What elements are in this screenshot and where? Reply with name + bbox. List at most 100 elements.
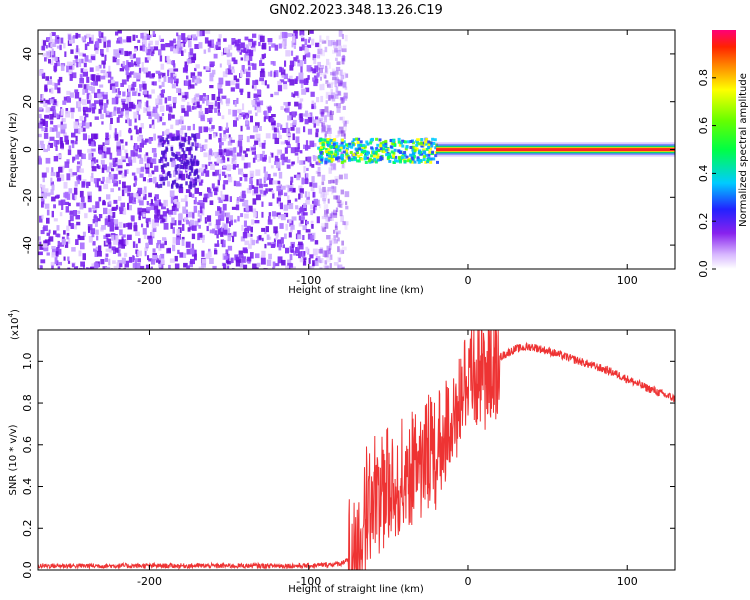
spectrogram-cell (204, 217, 208, 224)
spectrogram-cell (175, 130, 180, 137)
spectrogram-cell (56, 225, 60, 231)
spectrogram-cell (349, 151, 353, 154)
spectrogram-cell (152, 124, 155, 129)
spectrogram-cell (290, 176, 294, 183)
spectrogram-cell (226, 53, 230, 58)
spectrogram-cell (424, 140, 428, 144)
spectrogram-cell (339, 201, 344, 205)
spectrogram-cell (344, 224, 348, 230)
spectrogram-cell (273, 215, 276, 220)
spectrogram-cell (137, 39, 141, 43)
spectrogram-cell (403, 151, 407, 154)
spectrogram-cell (207, 47, 211, 53)
spectrogram-cell (53, 218, 58, 222)
spectrogram-cell (133, 152, 138, 157)
spectrogram-cell (50, 261, 56, 266)
spectrogram-cell (193, 161, 196, 166)
spectrogram-cell (243, 228, 247, 234)
spectrogram-cell (335, 142, 339, 146)
spectrogram-cell (76, 179, 80, 185)
spectrogram-cell (334, 79, 339, 85)
spectrogram-cell (97, 93, 102, 98)
spectrogram-cell (240, 70, 243, 78)
spectrogram-cell (125, 223, 129, 228)
spectrogram-cell (344, 191, 350, 198)
spectrogram-cell (81, 58, 84, 64)
spectrogram-cell (411, 141, 415, 145)
spectrogram-cell (86, 76, 90, 83)
spectrogram-cell (288, 219, 292, 224)
spectrogram-cell (352, 156, 356, 160)
spectrogram-cell (251, 239, 255, 246)
spectrogram-cell (82, 133, 87, 141)
spectrogram-cell (306, 221, 309, 225)
spectrogram-cell (43, 148, 48, 153)
spectrogram-cell (294, 32, 298, 39)
spectrogram-cell (94, 133, 97, 140)
spectrogram-cell (351, 143, 355, 147)
spectrogram-cell (397, 137, 401, 141)
spectrogram-cell (160, 43, 166, 51)
spectrogram-cell (320, 160, 324, 164)
spectrogram-cell (334, 224, 338, 228)
spectrogram-cell (321, 127, 326, 133)
spectrogram-cell (145, 71, 151, 78)
spectrogram-cell (242, 232, 248, 239)
spectrogram-cell (318, 119, 322, 124)
spectrogram-cell (144, 250, 147, 257)
spectrogram-cell (108, 200, 112, 205)
spectrogram-cell (54, 257, 58, 264)
spectrogram-cell (343, 133, 346, 140)
spectrogram-cell (266, 173, 271, 181)
spectrogram-cell (65, 206, 69, 213)
spectrogram-cell (41, 94, 44, 101)
spectrogram-cell (151, 73, 155, 78)
spectrogram-cell (179, 170, 183, 177)
spectrogram-cell (73, 210, 77, 217)
spectrogram-cell (176, 234, 181, 240)
spectrogram-cell (271, 114, 276, 118)
spectrogram-cell (76, 221, 81, 226)
spectrogram-cell (141, 212, 144, 217)
spectrogram-cell (82, 265, 85, 269)
spectrogram-cell (300, 66, 303, 73)
spectrogram-cell (227, 157, 230, 162)
spectrogram-cell (159, 138, 162, 143)
spectrogram-cell (336, 61, 341, 65)
spectrogram-cell (132, 263, 136, 268)
spectrogram-cell (289, 65, 294, 71)
spectrogram-cell (104, 257, 108, 262)
spectrogram-cell (333, 239, 338, 244)
spectrogram-cell (129, 192, 134, 200)
spectrogram-cell (186, 58, 192, 64)
spectrogram-cell (339, 80, 343, 85)
spectrogram-cell (198, 42, 203, 49)
spectrogram-cell (83, 106, 88, 112)
spectrogram-cell (214, 169, 219, 176)
spectrogram-cell (299, 98, 304, 102)
snr-y-tick-label: 0.8 (21, 394, 34, 412)
spectrogram-cell (278, 243, 282, 251)
spectrogram-cell (298, 103, 302, 110)
spectrogram-cell (90, 82, 95, 86)
spectrogram-cell (134, 180, 137, 186)
spectrogram-cell (73, 187, 78, 195)
spectrogram-cell (298, 185, 303, 191)
spectrogram-cell (153, 46, 159, 51)
spectrogram-cell (159, 214, 164, 219)
spectrogram-cell (185, 181, 188, 186)
spectrogram-cell (146, 34, 152, 38)
spectrogram-cell (287, 199, 291, 206)
spectrogram-cell (335, 148, 339, 152)
spectrogram-cell (333, 45, 336, 49)
spectrogram-cell (253, 186, 259, 194)
spectrogram-cell (119, 139, 124, 144)
spectrogram-cell (324, 67, 329, 74)
spectrogram-cell (218, 215, 224, 219)
spectrogram-cell (321, 143, 325, 147)
spectrogram-cell (164, 163, 167, 168)
spectrogram-cell (204, 107, 209, 114)
spectrogram-cell (71, 263, 75, 268)
spectrogram-cell (405, 155, 409, 159)
spectrogram-cell (106, 45, 109, 53)
